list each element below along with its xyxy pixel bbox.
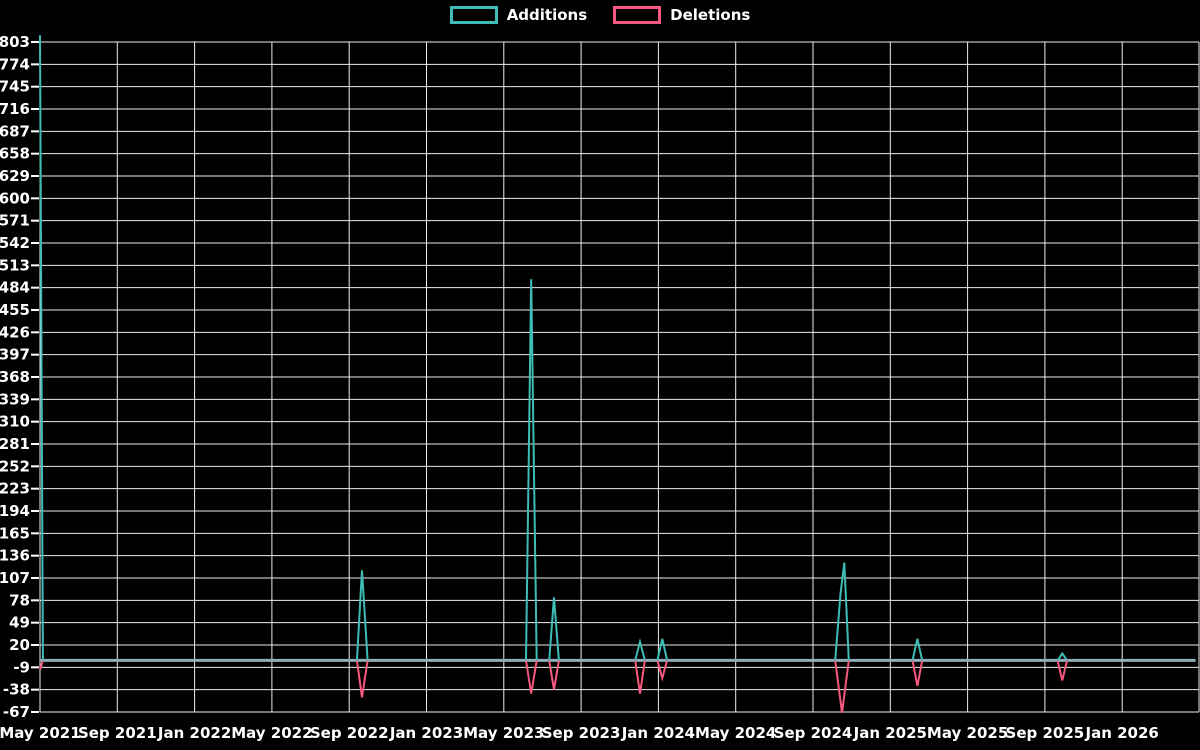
legend-item-additions[interactable]: Additions: [449, 5, 588, 24]
y-tick-label: 310: [0, 413, 30, 431]
deletions-spike: [656, 660, 669, 682]
x-tick-label: May 2022: [231, 724, 312, 742]
y-tick-label: 745: [0, 78, 30, 96]
additions-swatch: [449, 6, 498, 24]
y-tick-label: 629: [0, 167, 30, 185]
x-tick-label: Sep 2025: [1006, 724, 1085, 742]
x-tick-label: Sep 2023: [542, 724, 621, 742]
x-tick-label: Jan 2024: [621, 724, 695, 742]
additions-spike: [548, 597, 560, 661]
y-tick-label: 542: [0, 234, 30, 252]
y-tick-label: 136: [0, 547, 30, 565]
additions-legend-label: Additions: [506, 5, 588, 24]
y-tick-label: 658: [0, 145, 30, 163]
y-tick-label: 455: [0, 301, 30, 319]
y-tick-label: 281: [0, 435, 30, 453]
y-tick-label: 49: [9, 614, 30, 632]
x-tick-label: Jan 2025: [853, 724, 927, 742]
x-tick-label: Sep 2022: [310, 724, 389, 742]
x-tick-label: May 2025: [927, 724, 1008, 742]
deletions-spike: [548, 660, 560, 690]
y-tick-label: 426: [0, 323, 30, 341]
additions-spike: [1056, 651, 1068, 661]
y-tick-label: 774: [0, 55, 30, 73]
deletions-swatch: [613, 6, 662, 24]
additions-spike: [834, 562, 850, 661]
y-tick-label: 397: [0, 346, 30, 364]
y-tick-label: 107: [0, 569, 30, 587]
y-tick-label: -38: [3, 681, 30, 699]
y-tick-label: 484: [0, 279, 30, 297]
y-tick-label: 252: [0, 457, 30, 475]
deletions-spike: [525, 660, 538, 694]
additions-spike: [525, 279, 538, 661]
deletions-spike: [1056, 660, 1069, 681]
x-tick-label: Jan 2026: [1085, 724, 1159, 742]
deletions-legend-label: Deletions: [670, 5, 751, 24]
deletions-series: [39, 660, 1069, 713]
y-tick-label: 687: [0, 122, 30, 140]
x-tick-label: Jan 2022: [157, 724, 231, 742]
x-tick-label: May 2023: [463, 724, 544, 742]
chart-legend: Additions Deletions: [0, 6, 1200, 24]
y-tick-label: -67: [3, 703, 30, 721]
deletions-spike: [355, 660, 369, 698]
additions-spike: [39, 35, 44, 661]
y-tick-label: -9: [13, 658, 30, 676]
x-tick-label: Sep 2024: [774, 724, 853, 742]
y-tick-label: 223: [0, 480, 30, 498]
y-tick-label: 803: [0, 33, 30, 51]
x-tick-label: May 2021: [0, 724, 81, 742]
y-tick-label: 194: [0, 502, 30, 520]
y-tick-label: 716: [0, 100, 30, 118]
y-tick-label: 368: [0, 368, 30, 386]
legend-item-deletions[interactable]: Deletions: [613, 6, 750, 24]
x-tick-label: Sep 2021: [78, 724, 157, 742]
deletions-spike: [634, 660, 646, 694]
deletions-spike: [39, 660, 44, 670]
y-axis: 803 774 745 716 687 658 629 600 571 542 513 484 455 4…: [0, 33, 1199, 721]
x-tick-label: Jan 2023: [389, 724, 463, 742]
y-tick-label: 513: [0, 256, 30, 274]
y-tick-label: 339: [0, 390, 30, 408]
x-tick-label: May 2024: [695, 724, 776, 742]
additions-series: [39, 35, 1068, 661]
additions-spike: [656, 638, 669, 661]
y-tick-label: 78: [9, 591, 30, 609]
additions-spike: [911, 638, 924, 661]
additions-spike: [634, 637, 646, 661]
y-tick-label: 20: [9, 636, 30, 654]
y-tick-label: 571: [0, 212, 30, 230]
additions-spike: [355, 570, 369, 661]
y-tick-label: 165: [0, 524, 30, 542]
deletions-spike: [834, 660, 850, 713]
y-tick-label: 600: [0, 189, 30, 207]
deletions-spike: [911, 660, 924, 686]
